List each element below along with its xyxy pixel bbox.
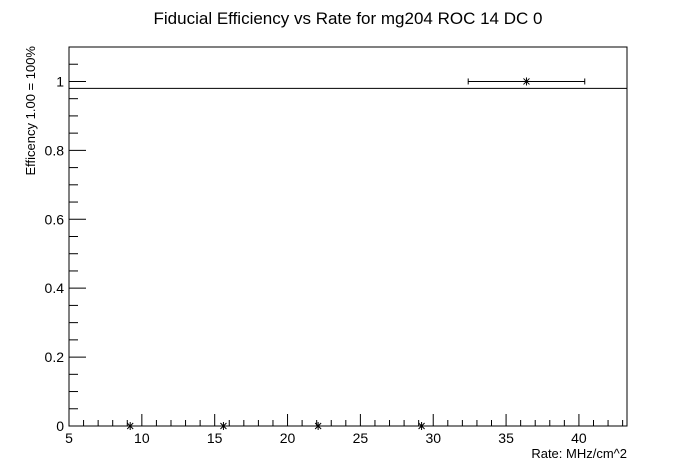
y-tick-label: 0.6 — [45, 211, 65, 227]
x-tick-label: 30 — [425, 430, 441, 446]
data-point — [314, 422, 323, 430]
marker-stroke — [220, 422, 227, 430]
marker-stroke — [314, 422, 322, 430]
x-tick-label: 20 — [280, 430, 296, 446]
plot-frame — [68, 46, 628, 427]
x-tick-label: 35 — [498, 430, 514, 446]
data-point — [467, 77, 586, 86]
y-axis-label: Efficency 1.00 = 100% — [23, 46, 38, 176]
marker-stroke — [418, 422, 425, 430]
y-tick-label: 0 — [56, 418, 64, 434]
x-tick-label: 5 — [65, 430, 73, 446]
marker-stroke — [523, 78, 530, 85]
x-tick-label: 15 — [207, 430, 223, 446]
y-tick-label: 0.2 — [45, 349, 65, 365]
marker-stroke — [126, 422, 134, 430]
y-tick-label: 0.4 — [45, 280, 65, 296]
data-point — [219, 422, 228, 430]
x-tick-label: 10 — [134, 430, 150, 446]
x-tick-label: 25 — [353, 430, 369, 446]
y-tick-label: 1 — [56, 73, 64, 89]
x-tick-label: 40 — [571, 430, 587, 446]
chart-title: Fiducial Efficiency vs Rate for mg204 RO… — [154, 9, 543, 28]
data-point — [126, 422, 135, 430]
x-axis-label: Rate: MHz/cm^2 — [531, 446, 627, 461]
data-point — [417, 422, 426, 430]
y-tick-label: 0.8 — [45, 142, 65, 158]
